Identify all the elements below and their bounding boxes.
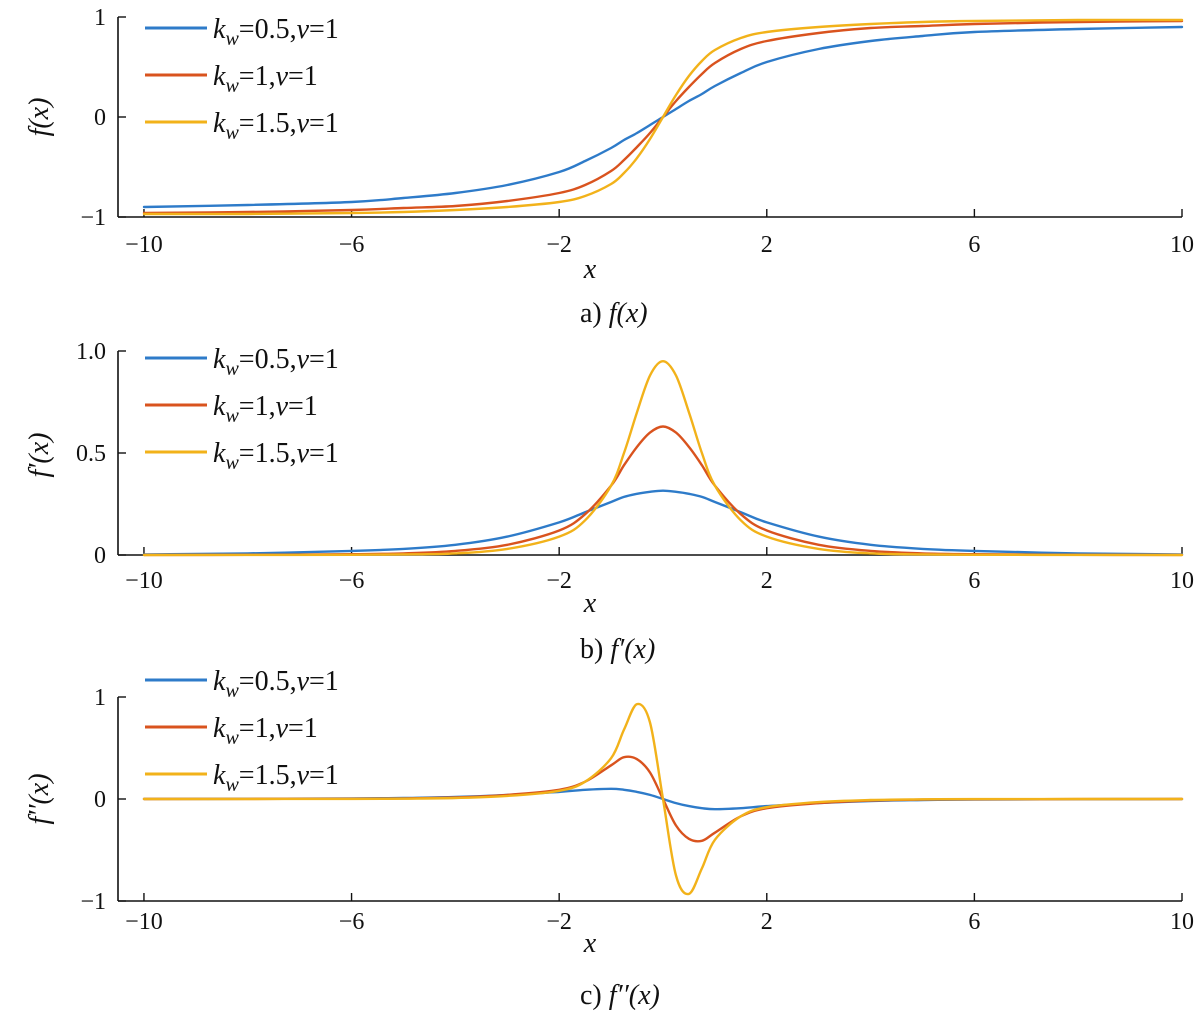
panel-label: c) — [580, 980, 609, 1011]
x-tick-label: −10 — [125, 909, 163, 935]
series-line-yellow — [142, 360, 1184, 557]
x-tick-label: 10 — [1170, 232, 1194, 258]
series-line-yellow — [142, 18, 1184, 216]
legend: kw=0.5,v=1 kw=1,v=1 kw=1.5,v=1 — [145, 666, 339, 796]
x-tick-label: 6 — [968, 232, 980, 258]
legend-label-2-1: kw=0.5,v=1 — [213, 344, 339, 380]
x-tick-label: 6 — [968, 568, 980, 594]
y-axis-title: f′′(x) — [24, 773, 55, 824]
y-axis-title: f′(x) — [24, 433, 55, 478]
x-tick-label: −10 — [125, 232, 163, 258]
series-line-blue — [142, 489, 1184, 556]
x-tick-label: 10 — [1170, 909, 1194, 935]
x-axis-title: x — [583, 588, 597, 619]
x-tick-label: −6 — [339, 232, 365, 258]
x-tick-label: 2 — [761, 909, 773, 935]
y-tick-label: −1 — [80, 889, 106, 915]
x-tick-label: −2 — [546, 232, 572, 258]
x-tick-label: 10 — [1170, 568, 1194, 594]
y-axis-title: f(x) — [24, 98, 55, 137]
legend-label-3-2: kw=1,v=1 — [213, 713, 318, 749]
legend: kw=0.5,v=1 kw=1,v=1 kw=1.5,v=1 — [145, 14, 339, 144]
y-tick-label: 0 — [94, 105, 106, 131]
panel-caption: c) f′′(x) — [580, 980, 660, 1011]
x-tick-label: 2 — [761, 232, 773, 258]
y-tick-label: 0 — [94, 787, 106, 813]
series-line-yellow — [142, 702, 1184, 896]
y-tick-label: 1 — [94, 685, 106, 711]
panel-label: a) — [580, 298, 609, 329]
panel-caption: a) f(x) — [580, 298, 648, 329]
x-tick-label: −2 — [546, 909, 572, 935]
x-tick-label: −10 — [125, 568, 163, 594]
legend: kw=0.5,v=1 kw=1,v=1 kw=1.5,v=1 — [145, 344, 339, 474]
y-tick-label: 1.0 — [76, 339, 106, 365]
panel-function: f′(x) — [610, 634, 655, 665]
legend-label-1-3: kw=1.5,v=1 — [213, 108, 339, 144]
x-tick-label: −2 — [546, 568, 572, 594]
x-tick-label: 2 — [761, 568, 773, 594]
x-tick-label: −6 — [339, 568, 365, 594]
y-tick-label: 1 — [94, 5, 106, 31]
y-tick-label: 0 — [94, 543, 106, 569]
x-tick-label: 6 — [968, 909, 980, 935]
panel-function: f(x) — [609, 298, 648, 329]
x-axis-title: x — [583, 254, 597, 285]
series-line-red — [142, 425, 1184, 557]
panel-label: b) — [580, 634, 610, 665]
x-tick-label: −6 — [339, 909, 365, 935]
legend-label-1-1: kw=0.5,v=1 — [213, 14, 339, 50]
legend-label-3-3: kw=1.5,v=1 — [213, 760, 339, 796]
legend-label-3-1: kw=0.5,v=1 — [213, 666, 339, 702]
y-tick-label: 0.5 — [76, 441, 106, 467]
legend-label-2-2: kw=1,v=1 — [213, 391, 318, 427]
panel-function: f′′(x) — [609, 980, 660, 1011]
legend-label-2-3: kw=1.5,v=1 — [213, 438, 339, 474]
y-tick-label: −1 — [80, 205, 106, 231]
panel-caption: b) f′(x) — [580, 634, 655, 665]
legend-label-1-2: kw=1,v=1 — [213, 61, 318, 97]
x-axis-title: x — [583, 928, 597, 959]
